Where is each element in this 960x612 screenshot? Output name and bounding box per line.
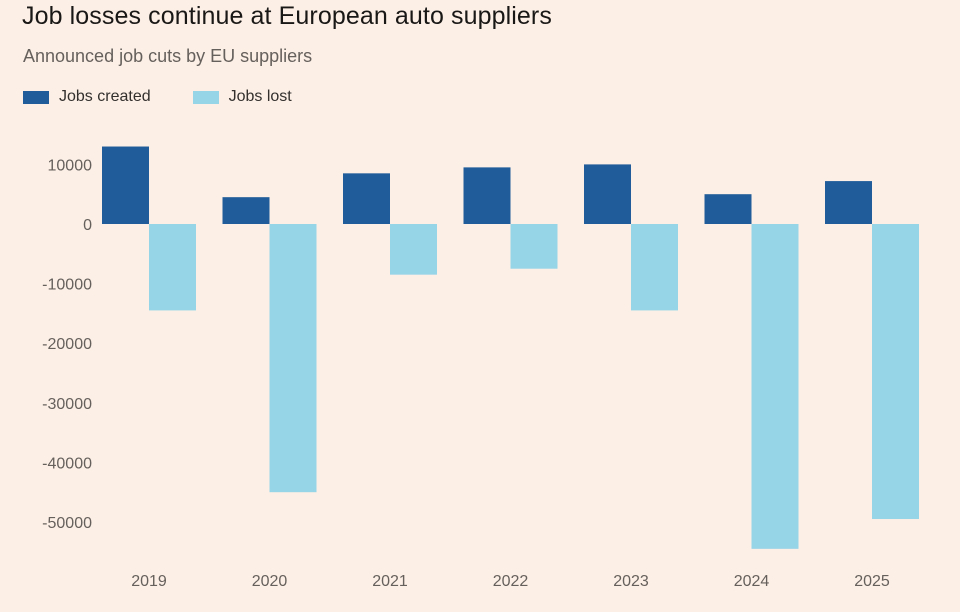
bar-jobs-created-2024 [704, 194, 752, 224]
bar-jobs-lost-2023 [631, 224, 678, 311]
bar-jobs-lost-2025 [872, 224, 919, 520]
bars [102, 146, 919, 549]
legend-swatch-jobs-created [23, 90, 49, 104]
bar-jobs-lost-2021 [390, 224, 437, 275]
x-tick-label: 2024 [734, 573, 770, 590]
y-tick-label: 10000 [48, 157, 93, 174]
x-tick-label: 2023 [613, 573, 649, 590]
legend-swatch-jobs-lost [192, 90, 219, 104]
y-tick-label: -40000 [42, 455, 92, 472]
bar-jobs-created-2020 [222, 197, 270, 224]
y-tick-label: -20000 [42, 336, 92, 353]
y-tick-label: -30000 [42, 396, 92, 413]
x-axis: 2019 2020 2021 2022 2023 2024 2025 [131, 573, 890, 590]
x-tick-label: 2021 [372, 573, 408, 590]
y-axis: 10000 0 -10000 -20000 -30000 -40000 -50000 [42, 157, 92, 532]
y-tick-label: -50000 [42, 515, 92, 532]
x-tick-label: 2020 [252, 573, 288, 590]
bar-jobs-lost-2022 [510, 224, 558, 269]
bar-jobs-lost-2019 [149, 224, 196, 311]
x-tick-label: 2022 [493, 573, 529, 590]
bar-jobs-created-2021 [343, 173, 390, 224]
x-tick-label: 2019 [131, 573, 167, 590]
legend-item-jobs-lost: Jobs lost [192, 88, 292, 106]
legend-label-jobs-lost: Jobs lost [228, 88, 292, 105]
bar-jobs-created-2019 [102, 146, 149, 224]
x-tick-label: 2025 [854, 573, 890, 590]
chart-subtitle: Announced job cuts by EU suppliers [23, 46, 313, 66]
bar-jobs-created-2022 [463, 167, 511, 224]
bar-jobs-created-2025 [825, 181, 872, 224]
bar-jobs-lost-2024 [751, 224, 799, 549]
bar-jobs-lost-2020 [269, 224, 317, 493]
y-tick-label: -10000 [42, 277, 92, 294]
legend-label-jobs-created: Jobs created [59, 88, 151, 105]
chart-title: Job losses continue at European auto sup… [22, 2, 552, 30]
bar-jobs-created-2023 [584, 164, 631, 224]
legend-item-jobs-created: Jobs created [23, 88, 151, 106]
y-tick-label: 0 [83, 217, 92, 234]
legend: Jobs created Jobs lost [23, 88, 334, 106]
